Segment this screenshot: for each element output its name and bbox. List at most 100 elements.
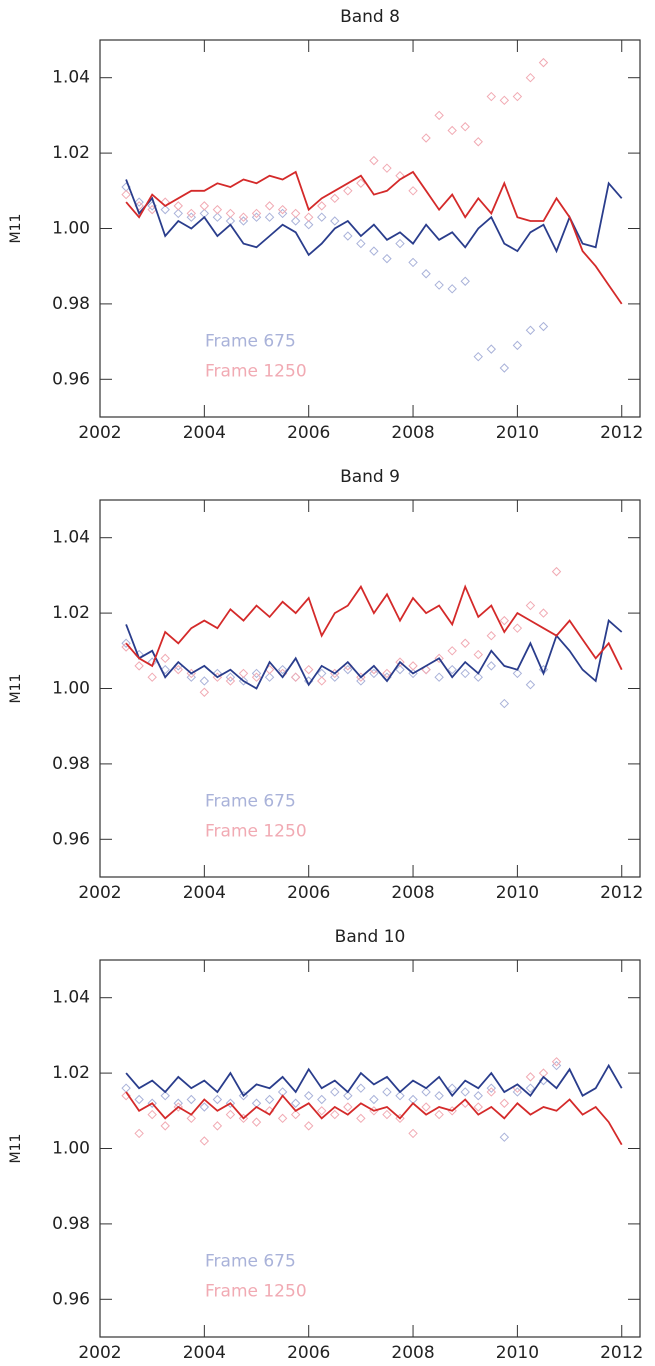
point-marker [173, 664, 183, 675]
x-tick-label: 2008 [391, 1343, 434, 1362]
x-tick-label: 2008 [391, 423, 434, 443]
point-marker [251, 672, 262, 682]
point-marker [303, 212, 314, 222]
point-marker [121, 189, 131, 200]
point-marker [343, 186, 353, 196]
panel-title: Band 10 [335, 927, 406, 947]
x-tick-label: 2002 [78, 423, 121, 443]
point-marker [434, 653, 444, 664]
point-marker [434, 1109, 444, 1120]
point-marker [512, 340, 523, 351]
point-marker [408, 661, 418, 671]
point-marker [395, 664, 405, 675]
point-marker [186, 208, 197, 219]
point-marker [473, 137, 483, 147]
point-marker [460, 638, 470, 648]
y-axis-label: M11 [8, 674, 24, 704]
panel: Band 8 M11 0.96 0.98 1.00 1.02 1.04 2002 2004 200… [8, 7, 643, 443]
point-marker [225, 672, 236, 682]
legend-entry: Frame 675 [205, 332, 296, 352]
point-marker [551, 1060, 562, 1071]
x-tick-label: 2006 [287, 883, 330, 903]
point-marker [356, 178, 366, 188]
point-marker [447, 125, 457, 136]
y-axis-label: M11 [8, 214, 24, 244]
y-axis-label: M11 [8, 1134, 24, 1164]
point-marker [473, 649, 483, 660]
point-marker [486, 1083, 497, 1093]
point-marker [408, 1128, 418, 1139]
point-marker [225, 676, 236, 686]
point-marker [343, 664, 353, 675]
point-marker [160, 1091, 170, 1101]
point-marker [199, 1136, 210, 1146]
point-marker [317, 212, 327, 222]
point-marker [343, 231, 353, 241]
point-marker [460, 1087, 470, 1097]
point-marker [447, 664, 457, 675]
point-marker [343, 1102, 353, 1112]
y-tick-label: 0.98 [52, 754, 90, 774]
point-marker [290, 672, 301, 682]
point-marker [395, 238, 405, 249]
point-marker [330, 216, 340, 226]
point-marker [199, 687, 210, 697]
y-tick-label: 1.02 [52, 603, 90, 623]
point-marker [512, 91, 523, 102]
point-marker [160, 204, 170, 215]
point-marker [147, 1109, 157, 1120]
point-marker [343, 1091, 353, 1101]
point-marker [225, 208, 236, 219]
point-marker [147, 1098, 157, 1108]
x-tick-label: 2004 [183, 883, 226, 903]
point-marker [460, 122, 470, 132]
point-marker [538, 608, 549, 618]
panel-title: Band 8 [340, 7, 400, 27]
point-marker [486, 1087, 497, 1097]
point-marker [369, 1094, 379, 1105]
point-marker [330, 1087, 340, 1097]
point-marker [330, 672, 340, 682]
x-tick-label: 2002 [78, 1343, 121, 1362]
point-marker [225, 1098, 236, 1108]
point-marker [525, 680, 536, 690]
x-tick-label: 2010 [496, 1343, 539, 1362]
y-tick-label: 1.02 [52, 1063, 90, 1083]
point-marker [486, 661, 497, 671]
point-marker [121, 1083, 131, 1093]
point-marker [369, 668, 379, 679]
point-marker [356, 676, 366, 686]
point-marker [251, 1117, 262, 1127]
point-marker [551, 566, 562, 577]
point-marker [173, 1102, 183, 1112]
y-tick-label: 1.00 [52, 1139, 90, 1159]
point-marker [290, 1109, 301, 1120]
x-tick-label: 2012 [600, 883, 643, 903]
point-marker [199, 1102, 210, 1112]
point-marker [434, 1091, 444, 1101]
point-marker [212, 1094, 223, 1105]
point-marker [186, 672, 197, 682]
point-marker [382, 668, 392, 679]
point-marker [238, 216, 249, 226]
point-marker [147, 672, 157, 682]
point-marker [421, 133, 431, 143]
y-tick-label: 0.96 [52, 829, 90, 849]
point-marker [238, 212, 249, 222]
point-marker [408, 186, 418, 196]
point-marker [212, 1121, 223, 1131]
point-marker [264, 212, 275, 222]
panel: Band 9 M11 0.96 0.98 1.00 1.02 1.04 2002 2004 200… [8, 467, 643, 903]
point-marker [134, 661, 144, 671]
point-marker [212, 204, 223, 215]
point-marker [330, 1109, 340, 1120]
point-marker [395, 657, 405, 667]
point-marker [499, 615, 510, 626]
point-marker [317, 1094, 327, 1105]
point-marker [356, 1113, 366, 1124]
y-tick-label: 1.00 [52, 219, 90, 239]
point-marker [303, 220, 314, 230]
point-marker [277, 1113, 288, 1124]
point-marker [525, 1083, 536, 1093]
point-marker [382, 163, 392, 173]
